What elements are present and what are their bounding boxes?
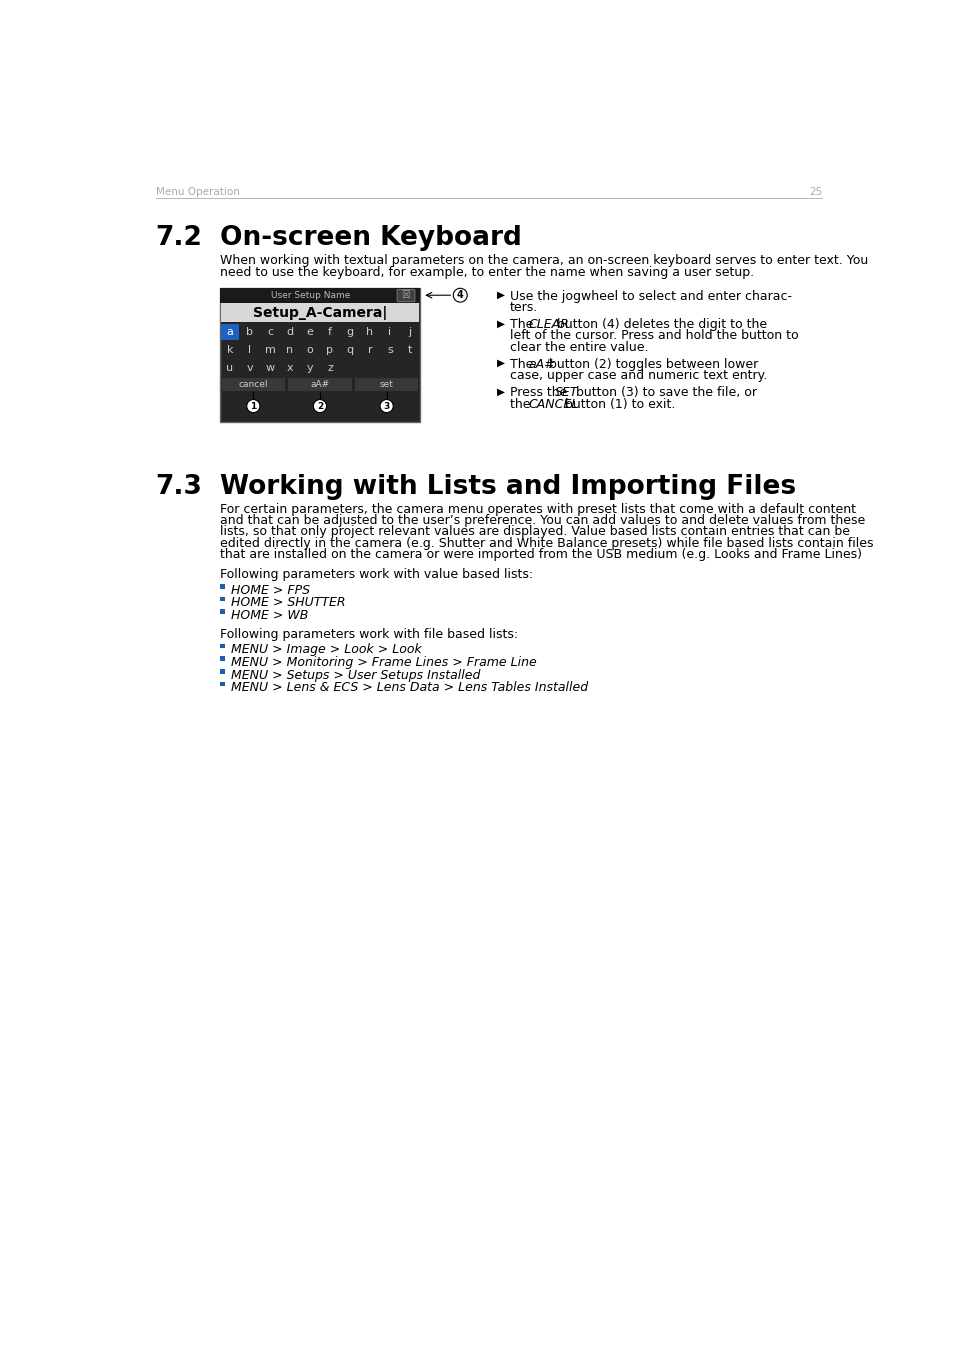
Text: f: f — [328, 327, 332, 338]
Text: HOME > FPS: HOME > FPS — [231, 583, 310, 597]
Text: The: The — [509, 358, 537, 371]
Text: t: t — [407, 344, 412, 355]
Text: Working with Lists and Importing Files: Working with Lists and Importing Files — [220, 474, 796, 500]
Text: CLEAR: CLEAR — [528, 319, 569, 331]
Text: q: q — [346, 344, 354, 355]
Text: button (3) to save the file, or: button (3) to save the file, or — [571, 386, 756, 400]
Text: 1: 1 — [250, 401, 256, 410]
Bar — [220, 597, 224, 601]
Text: lists, so that only project relevant values are displayed. Value based lists con: lists, so that only project relevant val… — [220, 525, 849, 539]
Text: Press the: Press the — [509, 386, 571, 400]
Text: The: The — [509, 319, 537, 331]
Text: u: u — [226, 363, 233, 373]
Text: ▶: ▶ — [497, 290, 505, 300]
Text: that are installed on the camera or were imported from the USB medium (e.g. Look: that are installed on the camera or were… — [220, 548, 862, 560]
Text: j: j — [408, 327, 411, 338]
Text: cancel: cancel — [238, 381, 268, 389]
Bar — [220, 609, 224, 614]
FancyBboxPatch shape — [220, 302, 418, 323]
Circle shape — [247, 400, 259, 413]
Circle shape — [379, 400, 393, 413]
FancyBboxPatch shape — [355, 378, 418, 390]
Text: set: set — [379, 381, 394, 389]
Text: ▶: ▶ — [497, 386, 505, 397]
Text: When working with textual parameters on the camera, an on-screen keyboard serves: When working with textual parameters on … — [220, 254, 867, 267]
Text: s: s — [387, 344, 393, 355]
Circle shape — [453, 289, 467, 302]
Text: 7.3: 7.3 — [155, 474, 202, 500]
Text: 25: 25 — [808, 188, 821, 197]
Text: v: v — [247, 363, 253, 373]
Text: left of the cursor. Press and hold the button to: left of the cursor. Press and hold the b… — [509, 329, 798, 343]
Text: the: the — [509, 398, 534, 410]
Text: HOME > WB: HOME > WB — [231, 609, 308, 622]
Text: i: i — [388, 327, 391, 338]
Text: o: o — [306, 344, 313, 355]
Text: a: a — [226, 327, 233, 338]
Text: 7.2: 7.2 — [155, 225, 202, 251]
Bar — [220, 656, 224, 662]
Text: Setup_A-Camera|: Setup_A-Camera| — [253, 305, 387, 320]
Text: w: w — [265, 363, 274, 373]
Text: CANCEL: CANCEL — [528, 398, 578, 410]
Text: button (1) to exit.: button (1) to exit. — [560, 398, 675, 410]
Text: case, upper case and numeric text entry.: case, upper case and numeric text entry. — [509, 369, 766, 382]
FancyBboxPatch shape — [396, 289, 415, 302]
Text: b: b — [246, 327, 253, 338]
Text: k: k — [227, 344, 233, 355]
Text: d: d — [286, 327, 294, 338]
Bar — [220, 585, 224, 589]
Text: y: y — [306, 363, 313, 373]
Text: Following parameters work with file based lists:: Following parameters work with file base… — [220, 628, 517, 641]
Text: e: e — [306, 327, 314, 338]
Text: On-screen Keyboard: On-screen Keyboard — [220, 225, 521, 251]
Text: HOME > SHUTTER: HOME > SHUTTER — [231, 597, 345, 609]
Bar — [220, 670, 224, 674]
FancyBboxPatch shape — [288, 378, 352, 390]
FancyBboxPatch shape — [220, 288, 419, 302]
Text: 3: 3 — [383, 401, 390, 410]
Text: need to use the keyboard, for example, to enter the name when saving a user setu: need to use the keyboard, for example, t… — [220, 266, 753, 279]
FancyBboxPatch shape — [220, 324, 239, 340]
FancyBboxPatch shape — [220, 288, 419, 423]
Text: ▶: ▶ — [497, 319, 505, 328]
Text: aA#: aA# — [528, 358, 555, 371]
Text: n: n — [286, 344, 294, 355]
Text: z: z — [327, 363, 333, 373]
Text: m: m — [264, 344, 275, 355]
Text: Menu Operation: Menu Operation — [155, 188, 239, 197]
Text: MENU > Setups > User Setups Installed: MENU > Setups > User Setups Installed — [231, 668, 479, 682]
Text: button (4) deletes the digit to the: button (4) deletes the digit to the — [553, 319, 766, 331]
Bar — [220, 682, 224, 686]
Text: ▶: ▶ — [497, 358, 505, 369]
Text: clear the entire value.: clear the entire value. — [509, 340, 648, 354]
Text: l: l — [248, 344, 252, 355]
Text: ters.: ters. — [509, 301, 537, 315]
Circle shape — [313, 400, 326, 413]
Text: c: c — [267, 327, 273, 338]
Text: MENU > Image > Look > Look: MENU > Image > Look > Look — [231, 643, 421, 656]
Text: 4: 4 — [456, 290, 463, 300]
Text: button (2) toggles between lower: button (2) toggles between lower — [545, 358, 758, 371]
FancyBboxPatch shape — [221, 378, 285, 390]
Text: r: r — [367, 344, 372, 355]
Text: 2: 2 — [316, 401, 323, 410]
Text: aA#: aA# — [310, 381, 329, 389]
Text: ☒: ☒ — [401, 290, 410, 300]
Text: h: h — [366, 327, 374, 338]
Text: edited directly in the camera (e.g. Shutter and White Balance presets) while fil: edited directly in the camera (e.g. Shut… — [220, 536, 873, 549]
Text: and that can be adjusted to the user’s preference. You can add values to and del: and that can be adjusted to the user’s p… — [220, 514, 864, 528]
Text: x: x — [286, 363, 293, 373]
Text: MENU > Lens & ECS > Lens Data > Lens Tables Installed: MENU > Lens & ECS > Lens Data > Lens Tab… — [231, 682, 587, 694]
Text: Use the jogwheel to select and enter charac-: Use the jogwheel to select and enter cha… — [509, 290, 791, 302]
Text: User Setup Name: User Setup Name — [271, 290, 350, 300]
Text: Following parameters work with value based lists:: Following parameters work with value bas… — [220, 568, 533, 582]
Text: SET: SET — [555, 386, 578, 400]
Text: MENU > Monitoring > Frame Lines > Frame Line: MENU > Monitoring > Frame Lines > Frame … — [231, 656, 536, 670]
Bar — [220, 644, 224, 648]
Text: g: g — [346, 327, 354, 338]
Text: p: p — [326, 344, 334, 355]
Text: For certain parameters, the camera menu operates with preset lists that come wit: For certain parameters, the camera menu … — [220, 504, 855, 516]
